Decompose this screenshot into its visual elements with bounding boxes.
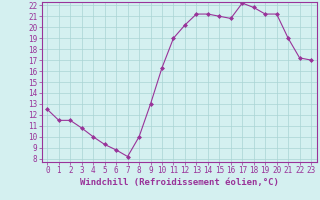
X-axis label: Windchill (Refroidissement éolien,°C): Windchill (Refroidissement éolien,°C) (80, 178, 279, 187)
